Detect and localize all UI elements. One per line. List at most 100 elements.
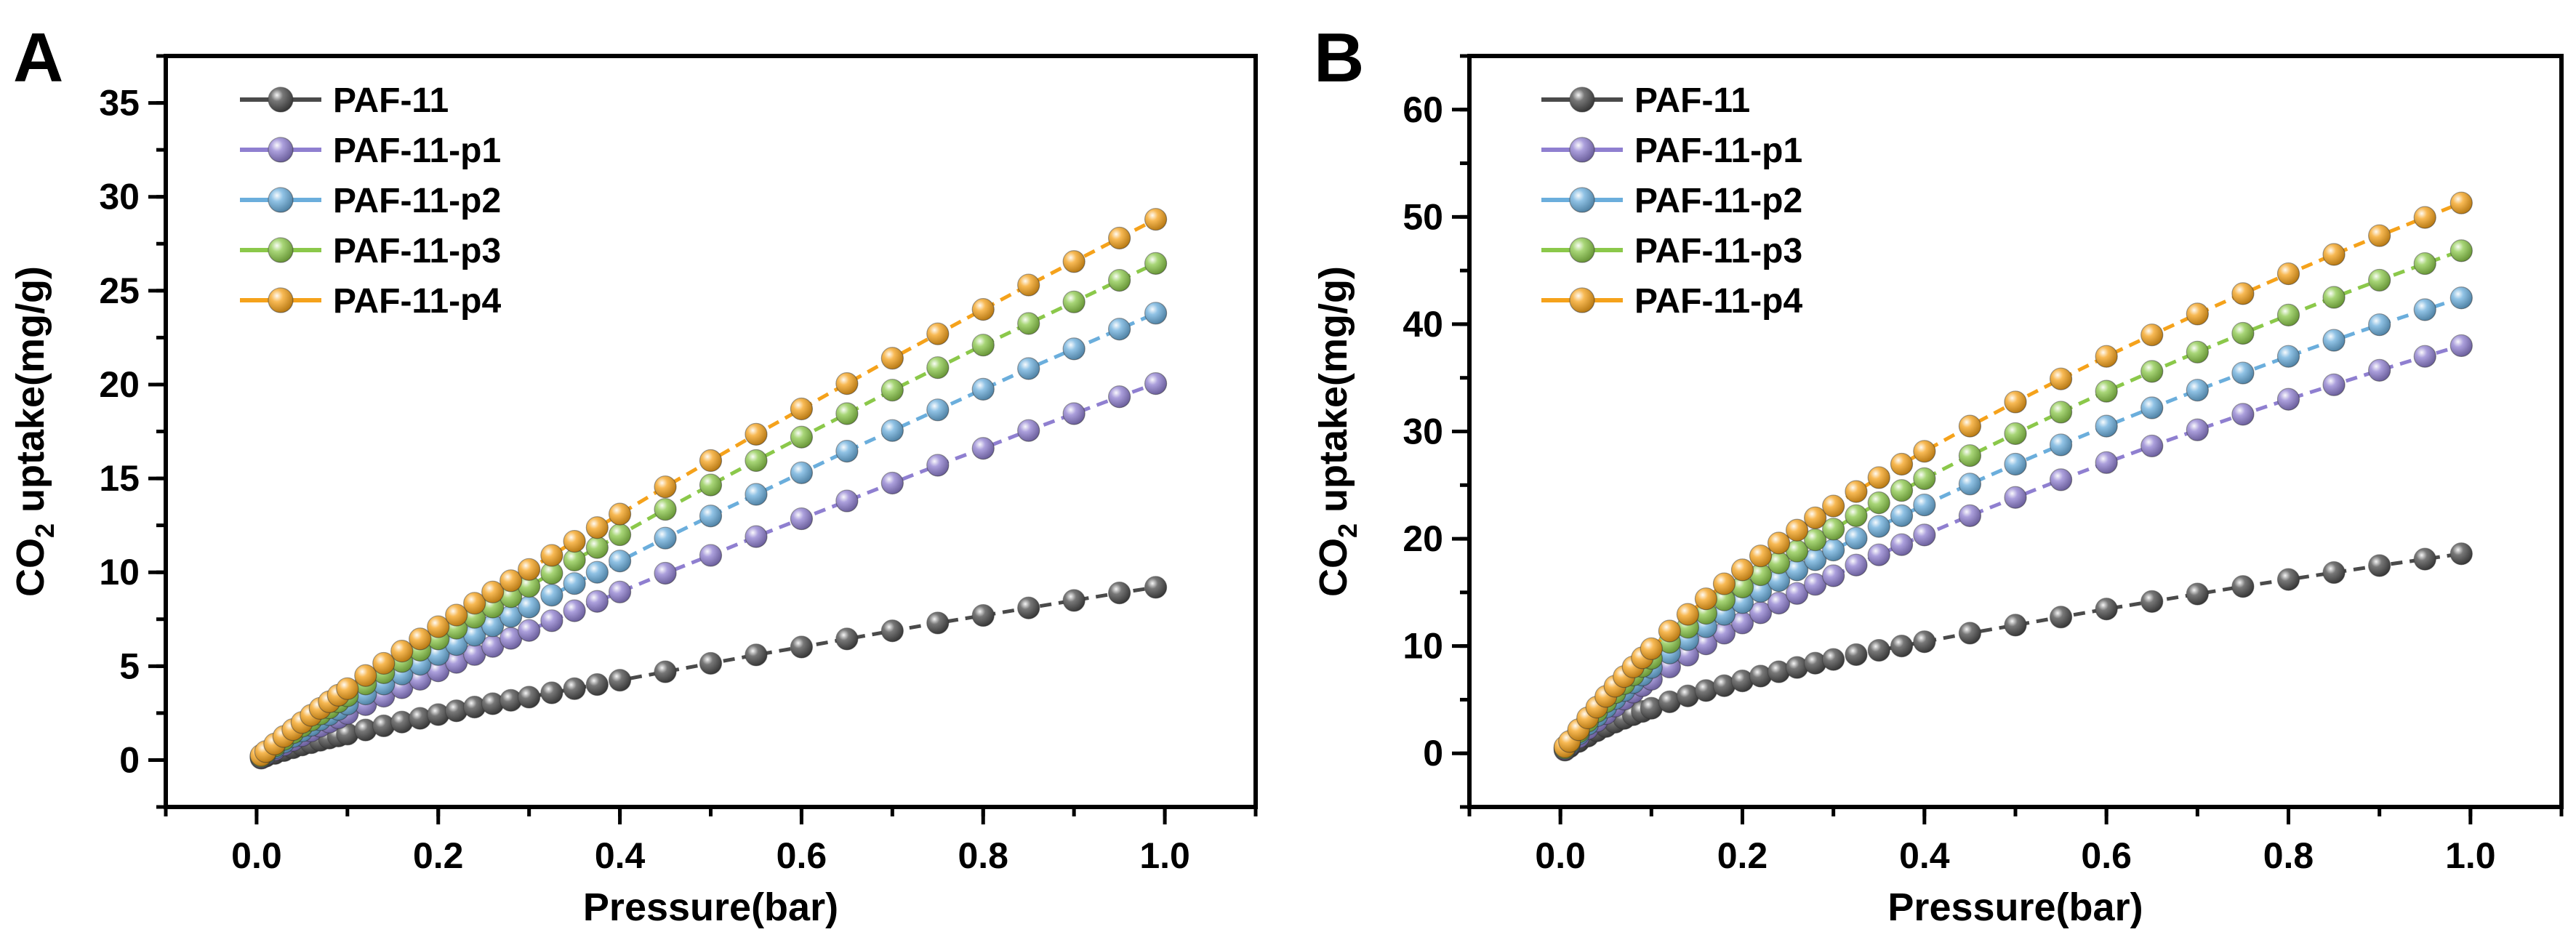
data-point-shading [1890, 635, 1913, 657]
data-point-shading [2005, 390, 2026, 413]
data-point-shading [2323, 374, 2346, 396]
data-point-shading [540, 562, 563, 585]
data-point-shading [1144, 372, 1167, 395]
y-axis-title-rest: uptake(mg/g) [9, 266, 52, 523]
data-point-shading [2368, 554, 2391, 577]
data-point-shading [2005, 422, 2026, 445]
y-tick-label: 30 [99, 177, 140, 217]
data-point-shading [563, 600, 586, 622]
data-point-shading [1822, 564, 1845, 587]
data-point-shading [654, 562, 677, 585]
data-point-shading [2323, 329, 2346, 352]
data-point-shading [1868, 544, 1890, 566]
legend-entry: PAF-11 [240, 81, 449, 120]
panel-letter: A [13, 19, 63, 97]
data-point-shading [1677, 685, 1699, 707]
data-point-shading [1890, 453, 1913, 475]
data-point-shading [1822, 539, 1845, 561]
y-tick-label: 20 [1403, 518, 1443, 559]
data-point-shading [2323, 244, 2346, 266]
legend-entry: PAF-11-p2 [1541, 182, 1802, 220]
data-point-shading [2450, 542, 2473, 565]
data-point-shading [835, 440, 858, 462]
data-point-shading [481, 581, 504, 603]
data-point-shading [1959, 415, 1981, 438]
data-point-shading [427, 616, 449, 638]
legend-label: PAF-11-p4 [1634, 282, 1802, 321]
data-point-shading [654, 661, 677, 683]
legend-label: PAF-11-p2 [1634, 182, 1802, 220]
data-point-shading [1845, 554, 1867, 577]
data-point-shading [1063, 402, 1086, 425]
legend-entry: PAF-11-p1 [1541, 132, 1802, 170]
data-point-shading [926, 454, 949, 476]
data-point-shading [1768, 552, 1790, 574]
y-tick-label: 50 [1403, 196, 1443, 237]
data-point-shading [1822, 495, 1845, 518]
data-point-shading [1017, 274, 1040, 297]
data-point-shading [409, 627, 431, 650]
y-tick-label: 15 [99, 458, 140, 499]
data-point-shading [2186, 302, 2209, 325]
data-point-shading [609, 669, 631, 691]
data-point-shading [790, 462, 813, 484]
data-point-shading [2277, 304, 2300, 326]
data-point-shading [2050, 368, 2072, 390]
data-point-shading [1749, 580, 1772, 603]
data-point-shading [586, 561, 609, 584]
data-point-shading [427, 703, 449, 726]
data-point-shading [699, 652, 722, 675]
data-point-shading [354, 664, 377, 687]
data-point-shading [499, 605, 522, 627]
data-point-shading [1804, 507, 1826, 529]
data-point-shading [2050, 468, 2072, 491]
data-point-shading [2231, 403, 2254, 425]
x-tick-label: 0.0 [1535, 835, 1586, 876]
data-point-shading [699, 449, 722, 472]
y-tick-label: 20 [99, 364, 140, 405]
data-point-shading [1713, 589, 1736, 611]
data-point-shading [2277, 262, 2300, 285]
x-axis-title: Pressure(bar) [1887, 885, 2143, 929]
x-tick-label: 0.6 [2081, 835, 2132, 876]
data-point-shading [745, 423, 767, 446]
data-point-shading [586, 537, 609, 559]
series-line [260, 382, 1157, 759]
data-point-shading [2277, 569, 2300, 591]
data-point-shading [699, 505, 722, 527]
data-point-shading [972, 604, 995, 627]
data-point-shading [445, 604, 468, 627]
data-point-shading [1713, 622, 1736, 644]
data-point-shading [835, 402, 858, 425]
data-point-shading [1959, 473, 1981, 495]
data-point-shading [1786, 582, 1808, 605]
data-point-shading [463, 592, 486, 614]
data-point-shading [586, 673, 609, 696]
data-point-shading [1063, 589, 1086, 611]
data-point-shading [1959, 505, 1981, 527]
data-point-shading [1063, 291, 1086, 313]
data-point-shading [2186, 341, 2209, 363]
data-point-shading [2095, 380, 2118, 403]
data-point-shading [2140, 397, 2163, 419]
data-point-shading [445, 633, 468, 656]
data-point-shading [1017, 597, 1040, 619]
data-point-shading [2005, 453, 2026, 475]
data-point-shading [1713, 573, 1736, 595]
x-tick-label: 0.4 [1899, 835, 1950, 876]
data-point-shading [835, 627, 858, 650]
data-point-shading [540, 544, 563, 566]
data-point-shading [881, 619, 904, 642]
data-point-shading [445, 651, 468, 674]
data-point-shading [336, 678, 358, 700]
data-point-shading [654, 498, 677, 521]
data-point-shading [881, 347, 904, 369]
data-point-shading [2186, 583, 2209, 606]
y-tick-label: 0 [119, 739, 140, 780]
legend-marker-shading [1570, 87, 1594, 112]
data-point-shading [1731, 558, 1754, 581]
legend-marker-shading [1570, 288, 1594, 313]
data-point-shading [2095, 345, 2118, 368]
data-point-shading [499, 627, 522, 650]
